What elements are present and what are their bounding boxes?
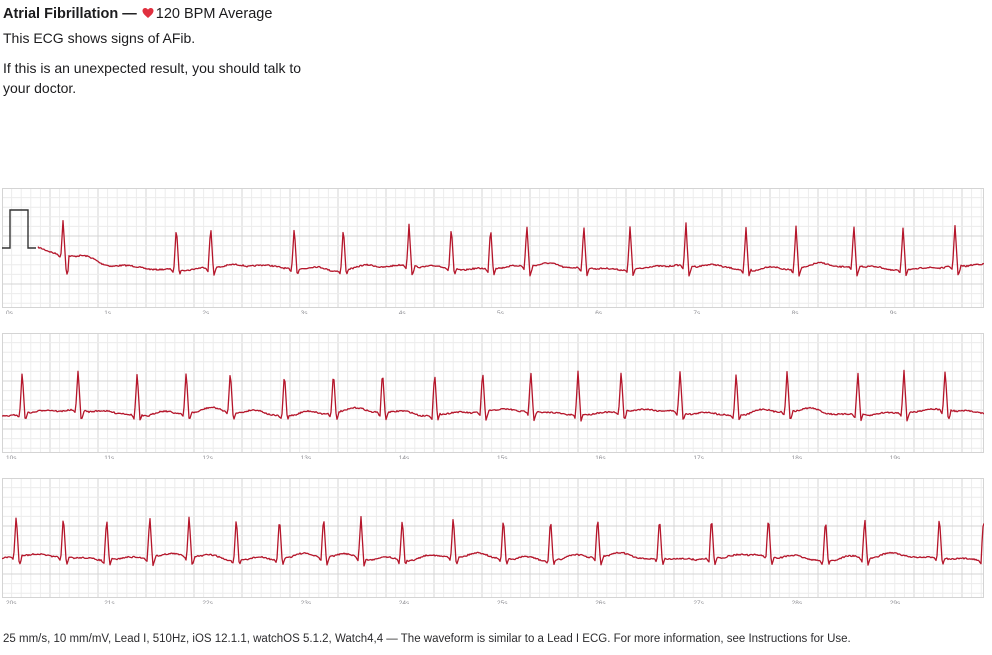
recording-details: 25 mm/s, 10 mm/mV, Lead I, 510Hz, iOS 12… [3,633,851,645]
time-tick-label: 28s [792,600,803,604]
time-tick-label: 20s [6,600,17,604]
time-tick-label: 7s [693,310,701,314]
time-tick-label: 19s [890,455,901,459]
time-tick-label: 8s [792,310,800,314]
calibration-pulse [2,209,36,249]
ecg-waveform [2,369,984,422]
ecg-strip-1: 0s 1s 2s 3s 4s 5s 6s 7s 8s 9s [2,188,984,314]
time-tick-label: 29s [890,600,901,604]
ecg-strip-1-chart: 0s 1s 2s 3s 4s 5s 6s 7s 8s 9s [2,188,984,314]
time-tick-label: 3s [301,310,309,314]
time-tick-label: 11s [104,455,115,459]
classification-label: Atrial Fibrillation [3,6,119,22]
time-tick-label: 5s [497,310,505,314]
time-tick-label: 4s [399,310,407,314]
heart-icon [142,8,154,18]
time-tick-label: 27s [693,600,704,604]
time-tick-label: 17s [693,455,704,459]
time-tick-label: 9s [890,310,898,314]
title-separator: — [118,6,141,22]
ecg-strip-2-chart: 10s 11s 12s 13s 14s 15s 16s 17s 18s 19s [2,333,984,459]
result-title: Atrial Fibrillation — 120 BPM Average [3,4,603,24]
time-tick-label: 13s [301,455,312,459]
time-tick-label: 24s [399,600,410,604]
time-tick-label: 14s [399,455,410,459]
time-tick-label: 16s [595,455,606,459]
time-tick-label: 18s [792,455,803,459]
ecg-waveform [37,219,984,277]
time-tick-label: 2s [202,310,210,314]
ecg-grid [2,333,984,453]
time-tick-label: 21s [104,600,115,604]
result-summary: This ECG shows signs of AFib. [3,30,196,46]
time-tick-label: 25s [497,600,508,604]
ecg-strip-3-chart: 20s 21s 22s 23s 24s 25s 26s 27s 28s 29s [2,478,984,604]
time-tick-label: 23s [301,600,312,604]
ecg-strip-3: 20s 21s 22s 23s 24s 25s 26s 27s 28s 29s [2,478,984,604]
time-tick-label: 10s [6,455,17,459]
ecg-waveform [2,515,984,567]
time-tick-label: 6s [595,310,603,314]
time-tick-label: 22s [202,600,213,604]
ecg-header: Atrial Fibrillation — 120 BPM Average Th… [3,4,603,98]
time-tick-label: 15s [497,455,508,459]
ecg-grid [2,188,984,308]
time-tick-label: 0s [6,310,14,314]
time-tick-label: 26s [595,600,606,604]
time-tick-label: 12s [202,455,213,459]
time-tick-label: 1s [104,310,112,314]
ecg-strip-2: 10s 11s 12s 13s 14s 15s 16s 17s 18s 19s [2,333,984,459]
ecg-grid [2,478,984,598]
doctor-advice: If this is an unexpected result, you sho… [3,60,302,96]
average-bpm: 120 BPM Average [155,6,273,22]
